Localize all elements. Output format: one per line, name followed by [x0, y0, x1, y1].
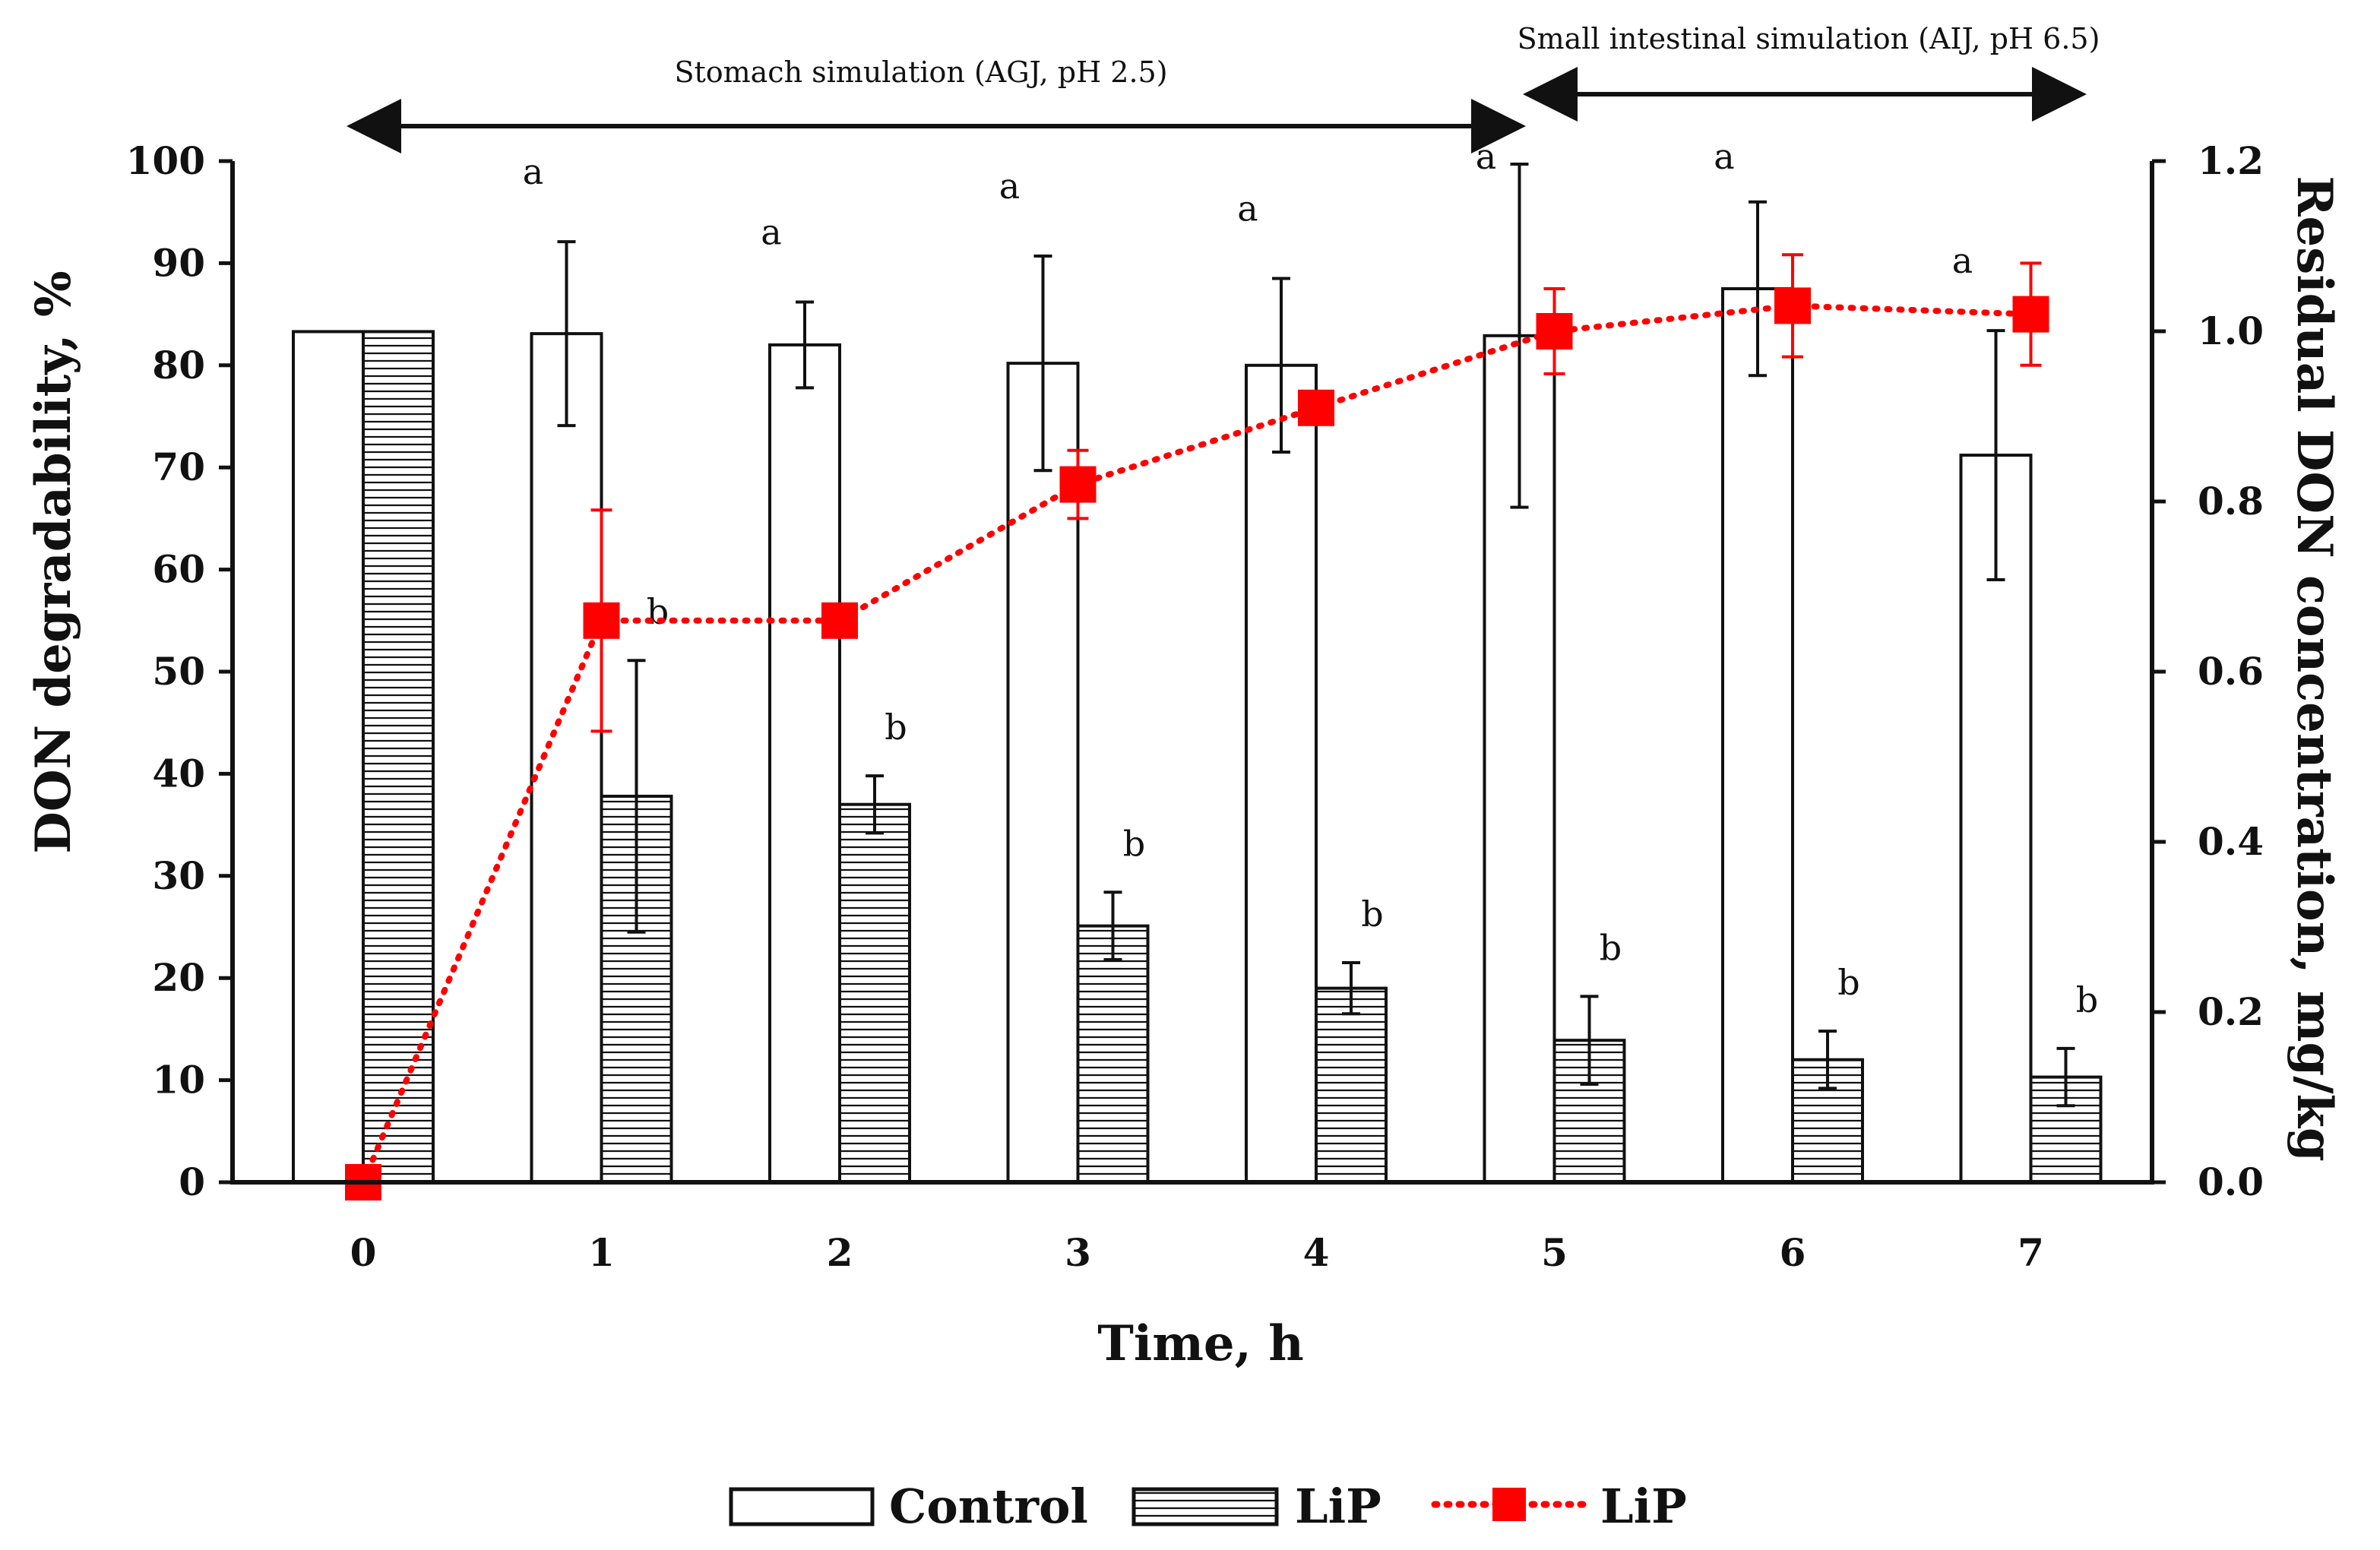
control-significance-label: a: [523, 151, 543, 192]
lip-bar: [838, 802, 911, 1184]
control-significance-label: a: [1714, 136, 1734, 177]
legend-swatch-lip-bar: [1131, 1487, 1279, 1526]
y-left-tick-label: 80: [152, 343, 205, 388]
y-left-ticks: 0 10 20 30 40 50 60 70 80 90 100: [126, 138, 233, 1204]
lip-line-point: [1298, 389, 1334, 426]
legend-item-lip-bar: LiP: [1131, 1479, 1381, 1534]
y-right-tick-label: 0.0: [2198, 1159, 2264, 1204]
lip-significance-label: b: [647, 591, 669, 632]
legend-label-lip-line: LiP: [1600, 1479, 1687, 1534]
lip-significance-label: b: [1123, 823, 1145, 864]
y-left-axis-title: DON degradability, %: [25, 270, 82, 853]
legend-item-lip-line: LiP: [1431, 1479, 1687, 1534]
x-tick-label: 4: [1303, 1230, 1330, 1275]
x-tick-label: 6: [1780, 1230, 1806, 1275]
control-significance-label: a: [1952, 240, 1973, 281]
lip-significance-label: b: [1361, 894, 1383, 935]
y-right-tick-label: 0.4: [2198, 819, 2264, 864]
y-left-tick-label: 30: [152, 853, 205, 898]
lip-significance-label: b: [1837, 962, 1859, 1003]
control-bar: [1721, 287, 1794, 1184]
y-left-tick-label: 40: [152, 751, 205, 796]
control-significance-label: a: [761, 211, 781, 252]
legend-marker-lip-line: [1492, 1488, 1526, 1521]
x-axis-title: Time, h: [1097, 1315, 1303, 1372]
legend-label-lip-bar: LiP: [1295, 1479, 1381, 1534]
lip-bar: [1315, 986, 1388, 1185]
x-tick-label: 5: [1541, 1230, 1568, 1275]
axes: [230, 161, 2154, 1185]
lip-line-path: [360, 302, 2034, 1185]
legend-swatch-control: [729, 1487, 875, 1526]
control-bar: [1245, 363, 1318, 1184]
y-right-tick-label: 0.2: [2198, 989, 2264, 1034]
lip-bar: [1076, 924, 1150, 1184]
y-left-tick-label: 10: [152, 1058, 205, 1102]
lip-line-point: [2012, 296, 2049, 333]
y-left-tick-label: 20: [152, 955, 205, 1000]
lip-concentration-line: [345, 253, 2049, 1200]
y-left-tick-label: 60: [152, 547, 205, 592]
x-ticks: 0 1 2 3 4 5 6 7: [350, 1230, 2044, 1275]
y-right-tick-label: 1.0: [2198, 308, 2264, 353]
significance-labels: a b a b a b a b a b a b a b: [523, 136, 2098, 1020]
x-tick-label: 2: [827, 1230, 853, 1275]
x-tick-label: 1: [588, 1230, 615, 1275]
control-bar: [292, 330, 365, 1184]
y-left-tick-label: 90: [152, 240, 205, 285]
lip-line-point: [1536, 313, 1573, 350]
control-significance-label: a: [1476, 136, 1496, 177]
bars: [292, 163, 2103, 1185]
y-left-tick-label: 50: [152, 649, 205, 694]
lip-line-point: [583, 602, 620, 639]
x-tick-label: 0: [350, 1230, 377, 1275]
x-tick-label: 7: [2018, 1230, 2044, 1275]
lip-line-point: [821, 602, 858, 639]
lip-line-point: [1059, 466, 1097, 503]
y-left-tick-label: 70: [152, 444, 205, 489]
legend-item-control: Control: [729, 1479, 1088, 1534]
x-tick-label: 3: [1065, 1230, 1091, 1275]
legend-label-control: Control: [889, 1479, 1088, 1534]
legend: Control LiP LiP: [729, 1479, 1687, 1534]
control-significance-label: a: [999, 166, 1020, 207]
y-right-tick-label: 1.2: [2198, 138, 2264, 183]
intestinal-phase-label: Small intestinal simulation (AIJ, pH 6.5…: [1518, 22, 2100, 55]
stomach-phase-label: Stomach simulation (AGJ, pH 2.5): [674, 55, 1167, 89]
y-right-ticks: 0.0 0.2 0.4 0.6 0.8 1.0 1.2: [2152, 138, 2264, 1204]
control-bar: [768, 343, 841, 1184]
lip-significance-label: b: [885, 707, 907, 748]
lip-bar: [362, 330, 435, 1184]
y-left-tick-label: 0: [179, 1159, 205, 1204]
lip-significance-label: b: [1600, 927, 1622, 968]
lip-bar: [1791, 1058, 1864, 1184]
control-significance-label: a: [1237, 188, 1258, 229]
y-right-tick-label: 0.8: [2198, 479, 2264, 524]
phase-annotations: Stomach simulation (AGJ, pH 2.5) Small i…: [347, 22, 2100, 153]
y-right-axis-title: Residual DON concentration, mg/kg: [2286, 176, 2343, 1161]
y-right-tick-label: 0.6: [2198, 649, 2264, 694]
lip-significance-label: b: [2076, 979, 2098, 1020]
y-left-tick-label: 100: [126, 138, 205, 183]
lip-line-point: [1774, 287, 1811, 324]
